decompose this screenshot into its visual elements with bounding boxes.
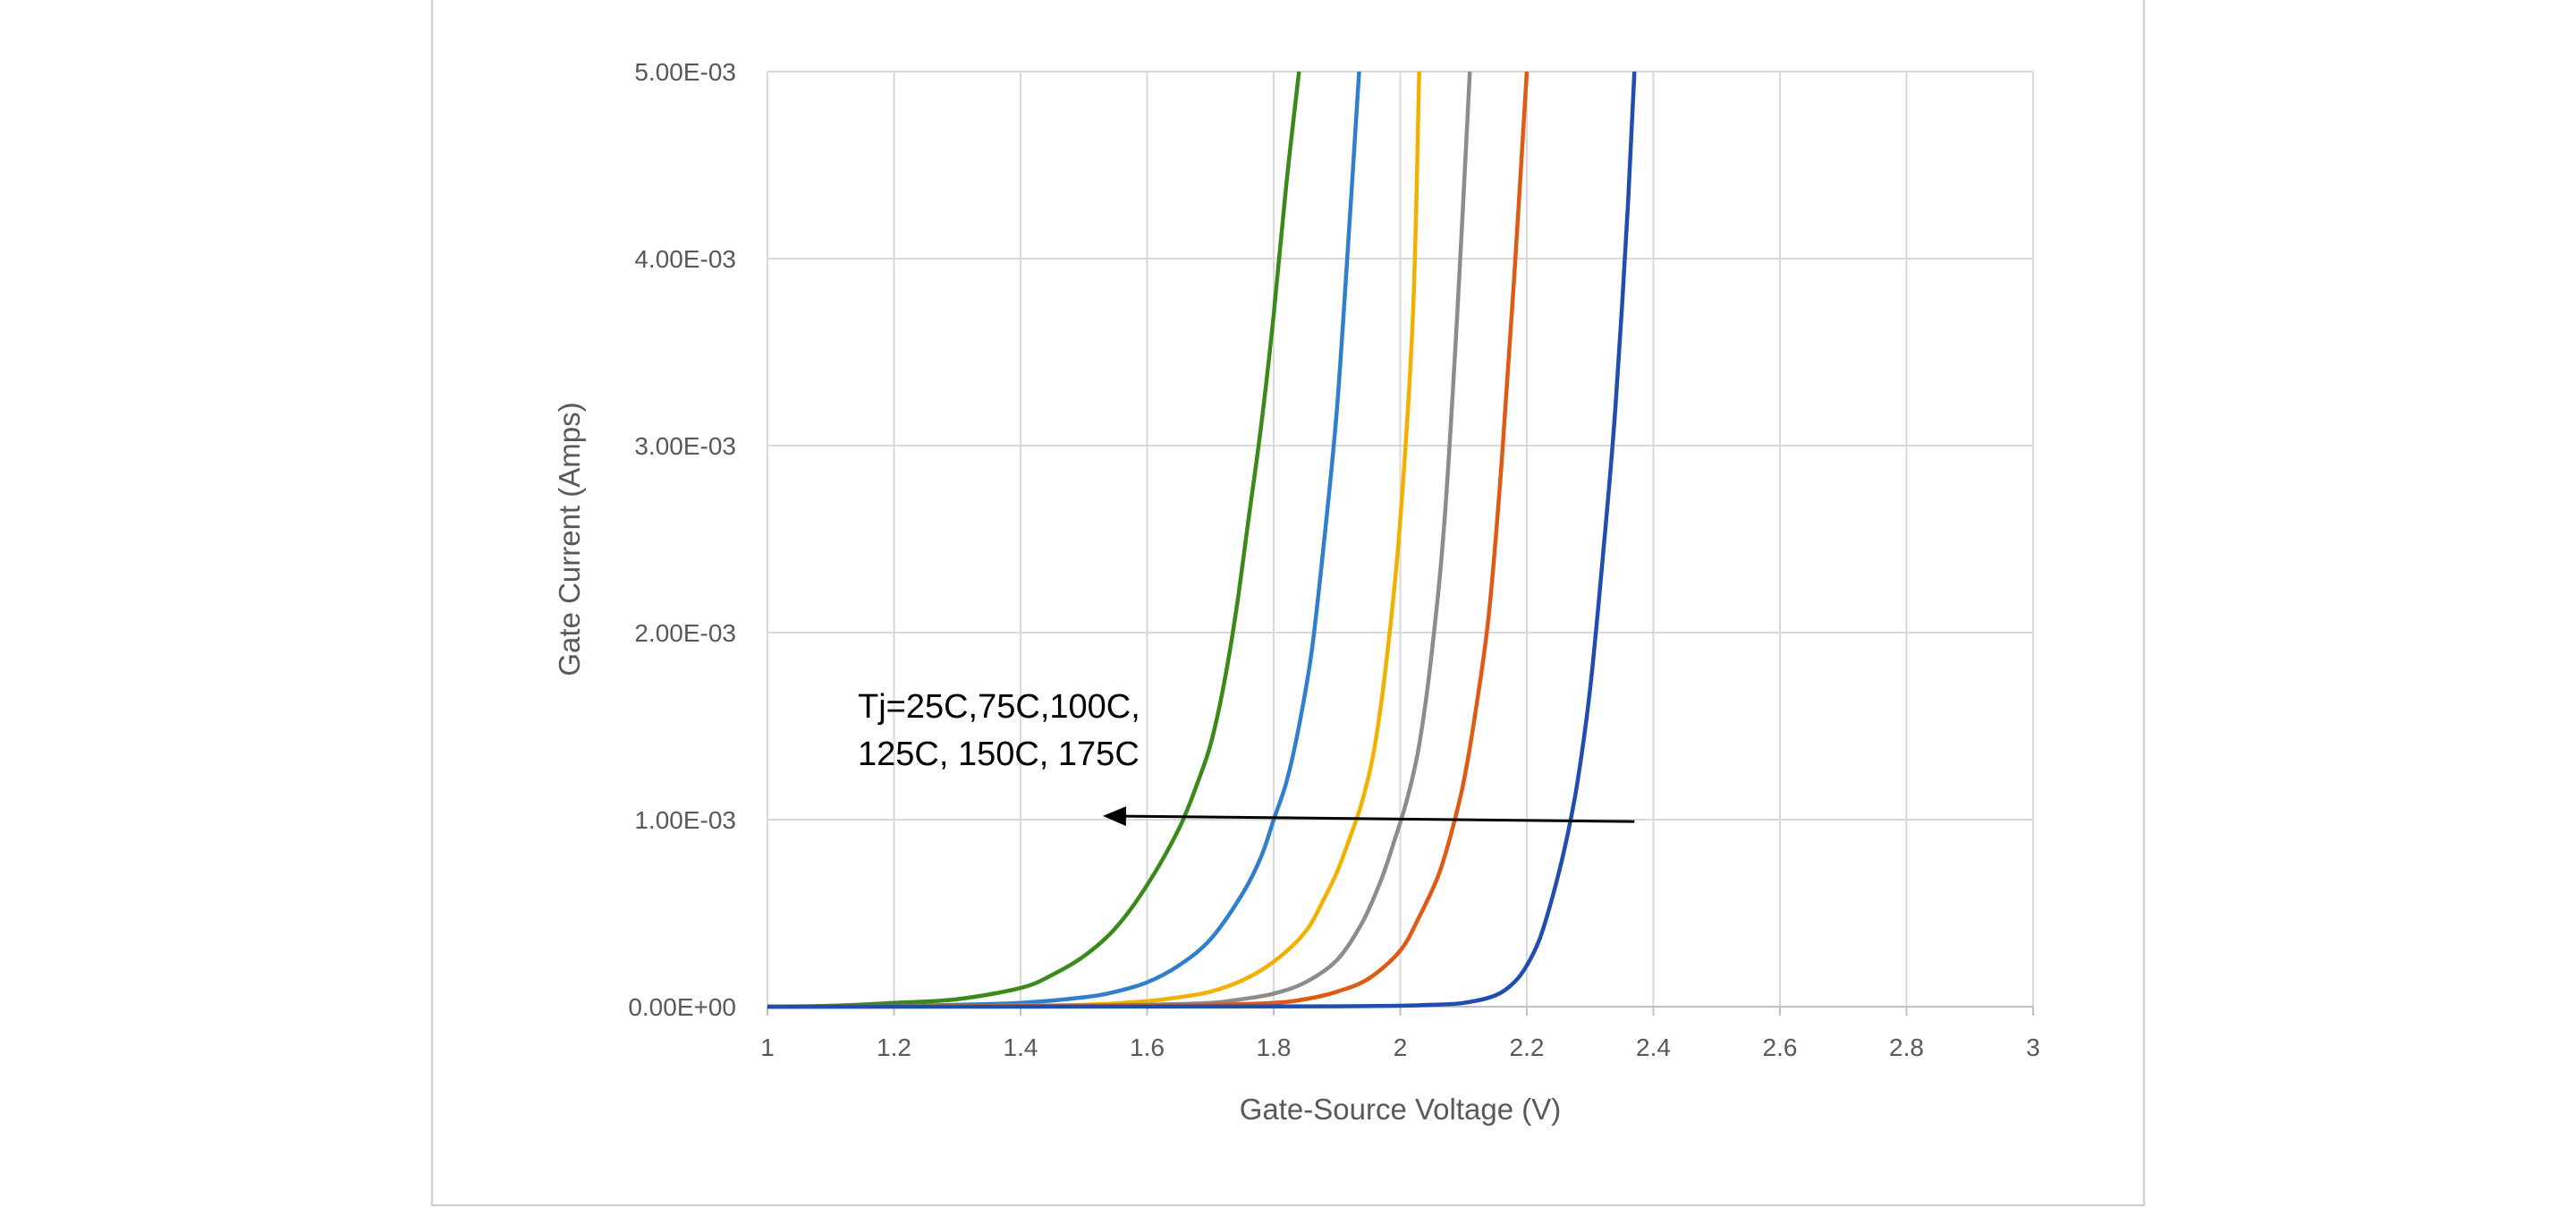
x-tick-label: 1.4 [1004, 1034, 1038, 1061]
annotation-text-line-2: 125C, 150C, 175C [858, 736, 1140, 773]
x-axis-title: Gate-Source Voltage (V) [1240, 1093, 1562, 1126]
x-tick-labels: 1 1.2 1.4 1.6 1.8 2 2.2 2.4 2.6 2.8 3 [760, 1034, 2040, 1061]
series-line-25c [767, 71, 1637, 1009]
y-tick-label: 3.00E-03 [634, 432, 736, 460]
x-tick-label: 2.8 [1889, 1034, 1924, 1061]
x-tick-label: 1 [760, 1034, 775, 1061]
y-tick-label: 2.00E-03 [634, 619, 736, 647]
y-tick-label: 4.00E-03 [634, 245, 736, 273]
x-tick-label: 2.6 [1763, 1034, 1798, 1061]
x-tick-label: 2 [1394, 1034, 1408, 1061]
annotation: Tj=25C,75C,100C, 125C, 150C, 175C [858, 688, 1635, 827]
annotation-arrow [1125, 814, 1635, 823]
series-line-100c [767, 71, 1472, 1009]
y-tick-label: 1.00E-03 [634, 806, 736, 834]
x-tick-label: 1.8 [1257, 1034, 1292, 1061]
x-tick-label: 3 [2026, 1034, 2040, 1061]
x-tick-label: 2.4 [1636, 1034, 1671, 1061]
x-tick-label: 2.2 [1510, 1034, 1545, 1061]
y-tick-label: 0.00E+00 [628, 993, 736, 1021]
annotation-arrowhead [1102, 806, 1127, 827]
x-tick-label: 1.2 [877, 1034, 911, 1061]
series-lines [767, 71, 1637, 1009]
y-tick-labels: 0.00E+00 1.00E-03 2.00E-03 3.00E-03 4.00E-03… [628, 58, 736, 1021]
annotation-text-line-1: Tj=25C,75C,100C, [858, 688, 1140, 726]
series-line-175c [767, 71, 1301, 1009]
series-line-125c [767, 71, 1421, 1009]
y-tick-label: 5.00E-03 [634, 58, 736, 86]
series-line-150c [767, 71, 1361, 1009]
y-axis-title: Gate Current (Amps) [553, 402, 586, 676]
x-tick-label: 1.6 [1130, 1034, 1165, 1061]
